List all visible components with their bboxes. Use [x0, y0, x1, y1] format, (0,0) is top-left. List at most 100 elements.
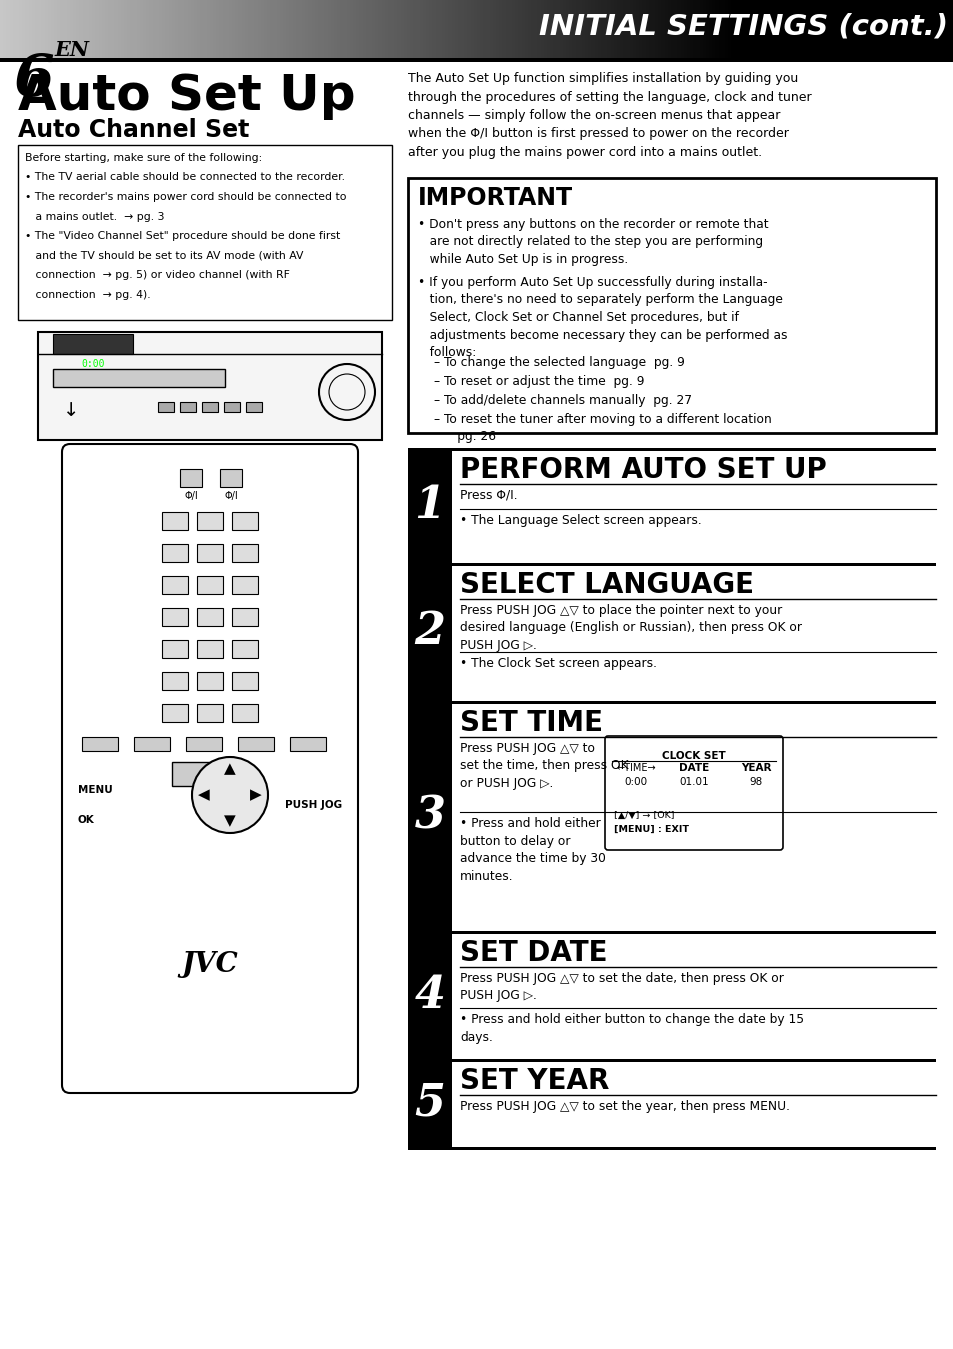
Bar — [562, 0, 566, 58]
Bar — [155, 0, 160, 58]
Text: YEAR: YEAR — [740, 764, 770, 773]
Bar — [51, 0, 55, 58]
Bar — [867, 0, 871, 58]
Bar — [18, 144, 392, 320]
Bar — [340, 0, 344, 58]
Bar — [220, 469, 242, 487]
Text: PERFORM AUTO SET UP: PERFORM AUTO SET UP — [459, 456, 826, 484]
Bar — [419, 0, 423, 58]
Bar — [832, 0, 837, 58]
Bar — [317, 0, 322, 58]
Bar — [679, 0, 684, 58]
Bar — [829, 0, 833, 58]
Bar — [572, 0, 576, 58]
Bar — [202, 402, 218, 411]
Bar — [889, 0, 894, 58]
Bar — [254, 0, 258, 58]
Bar — [686, 0, 690, 58]
Text: Press PUSH JOG △▽ to place the pointer next to your
desired language (English or: Press PUSH JOG △▽ to place the pointer n… — [459, 604, 801, 652]
Bar — [308, 0, 313, 58]
Bar — [162, 576, 188, 594]
Bar — [845, 0, 849, 58]
Text: MENU: MENU — [78, 785, 112, 795]
Bar — [270, 0, 274, 58]
Bar — [915, 0, 919, 58]
Bar — [877, 0, 881, 58]
Text: Φ/I: Φ/I — [184, 491, 197, 500]
Text: connection  → pg. 5) or video channel (with RF: connection → pg. 5) or video channel (wi… — [25, 270, 290, 281]
Text: DATE: DATE — [679, 764, 708, 773]
Text: ▶: ▶ — [250, 788, 262, 803]
Bar — [556, 0, 560, 58]
Bar — [902, 0, 906, 58]
Bar — [769, 0, 773, 58]
Bar — [422, 0, 427, 58]
Bar — [19, 0, 23, 58]
Bar — [718, 0, 722, 58]
Text: and the TV should be set to its AV mode (with AV: and the TV should be set to its AV mode … — [25, 251, 303, 260]
Bar — [693, 0, 697, 58]
Bar — [746, 0, 751, 58]
Bar — [54, 0, 58, 58]
Text: ▲: ▲ — [224, 761, 235, 777]
Text: • The recorder's mains power cord should be connected to: • The recorder's mains power cord should… — [25, 192, 346, 202]
Bar — [12, 0, 17, 58]
Bar — [750, 0, 754, 58]
Bar — [498, 0, 503, 58]
Bar — [0, 58, 953, 62]
Bar — [408, 1059, 452, 1147]
Bar — [791, 0, 795, 58]
Text: [▲/▼] → [OK]: [▲/▼] → [OK] — [614, 811, 674, 820]
Bar — [41, 0, 46, 58]
Bar — [397, 0, 401, 58]
Text: 3: 3 — [414, 795, 445, 838]
Bar — [565, 0, 570, 58]
Bar — [408, 448, 935, 451]
Bar — [346, 0, 351, 58]
Bar — [372, 0, 375, 58]
Bar — [207, 0, 211, 58]
Text: Auto Set Up: Auto Set Up — [18, 71, 355, 120]
Bar — [645, 0, 649, 58]
Text: 98: 98 — [749, 777, 761, 786]
Bar — [775, 0, 780, 58]
Bar — [251, 0, 255, 58]
Bar — [639, 0, 642, 58]
Bar — [293, 0, 296, 58]
Bar — [839, 0, 842, 58]
Bar — [264, 0, 268, 58]
Bar — [765, 0, 770, 58]
Bar — [460, 0, 465, 58]
Bar — [683, 0, 687, 58]
Bar — [457, 0, 461, 58]
Bar — [534, 0, 537, 58]
Bar — [124, 0, 128, 58]
Bar — [196, 704, 223, 722]
Bar — [588, 0, 592, 58]
Bar — [298, 0, 303, 58]
Text: 0:00: 0:00 — [81, 359, 105, 370]
Bar — [626, 0, 630, 58]
Bar — [696, 0, 700, 58]
Text: – To reset or adjust the time  pg. 9: – To reset or adjust the time pg. 9 — [434, 375, 644, 389]
Bar — [886, 0, 890, 58]
Bar — [289, 0, 294, 58]
Bar — [451, 0, 456, 58]
Bar — [817, 0, 821, 58]
Bar — [724, 0, 728, 58]
Text: Φ/I: Φ/I — [224, 491, 237, 500]
Bar — [521, 0, 525, 58]
Bar — [314, 0, 318, 58]
Bar — [575, 0, 579, 58]
Bar — [527, 0, 532, 58]
Bar — [186, 737, 222, 751]
Bar — [781, 0, 785, 58]
Bar — [114, 0, 118, 58]
Bar — [331, 0, 335, 58]
Bar — [794, 0, 799, 58]
Bar — [861, 0, 865, 58]
Bar — [798, 0, 801, 58]
Bar — [229, 0, 233, 58]
Bar — [858, 0, 862, 58]
Bar — [760, 0, 763, 58]
